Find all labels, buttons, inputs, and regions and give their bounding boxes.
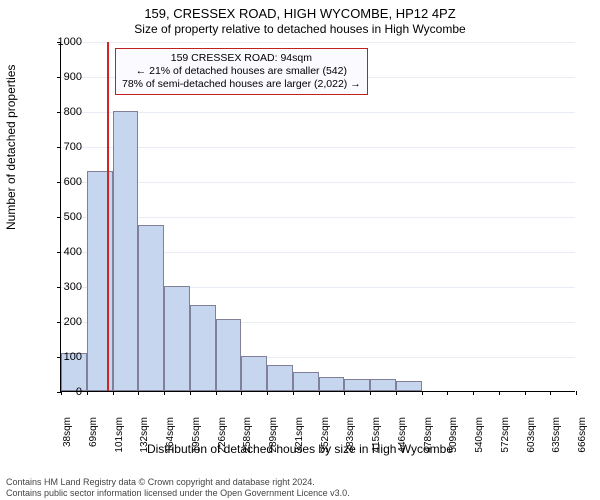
footer: Contains HM Land Registry data © Crown c… [0,477,600,498]
bar [319,377,345,391]
x-tick-label: 635sqm [551,417,562,457]
x-tick-mark [164,391,165,395]
x-tick-mark [319,391,320,395]
footer-line1: Contains HM Land Registry data © Crown c… [6,477,594,487]
x-tick-label: 226sqm [217,417,228,457]
x-tick-mark [550,391,551,395]
marker-line [107,42,109,391]
x-tick-mark [87,391,88,395]
x-tick-mark [422,391,423,395]
x-tick-label: 478sqm [423,417,434,457]
bar [216,319,242,391]
x-tick-label: 352sqm [320,417,331,457]
y-axis-label: Number of detached properties [4,65,18,230]
annotation-line2: ← 21% of detached houses are smaller (54… [122,65,361,78]
x-tick-mark [447,391,448,395]
x-tick-mark [370,391,371,395]
y-tick-label: 700 [47,141,82,153]
bar [293,372,319,391]
y-tick-label: 200 [47,316,82,328]
x-tick-label: 289sqm [268,417,279,457]
bar [267,365,293,391]
chart-title: 159, CRESSEX ROAD, HIGH WYCOMBE, HP12 4P… [0,6,600,21]
bar [190,305,216,391]
x-tick-label: 164sqm [165,417,176,457]
x-tick-mark [190,391,191,395]
x-tick-label: 415sqm [371,417,382,457]
bar [113,111,139,391]
footer-line2: Contains public sector information licen… [6,488,594,498]
annotation-line3: 78% of semi-detached houses are larger (… [122,78,361,91]
bar [164,286,190,391]
x-tick-label: 540sqm [474,417,485,457]
x-tick-mark [473,391,474,395]
bar [138,225,164,391]
annotation-box: 159 CRESSEX ROAD: 94sqm ← 21% of detache… [115,48,368,95]
x-tick-mark [241,391,242,395]
annotation-line1: 159 CRESSEX ROAD: 94sqm [122,52,361,65]
bar [396,381,422,392]
bar [370,379,396,391]
x-tick-label: 572sqm [500,417,511,457]
x-tick-label: 666sqm [577,417,588,457]
x-tick-mark [344,391,345,395]
x-tick-mark [138,391,139,395]
x-tick-label: 446sqm [397,417,408,457]
y-tick-label: 400 [47,246,82,258]
figure: 159, CRESSEX ROAD, HIGH WYCOMBE, HP12 4P… [0,0,600,500]
y-tick-label: 800 [47,106,82,118]
y-tick-label: 600 [47,176,82,188]
x-tick-label: 509sqm [448,417,459,457]
x-tick-mark [576,391,577,395]
x-tick-label: 383sqm [345,417,356,457]
y-tick-label: 300 [47,281,82,293]
x-tick-mark [525,391,526,395]
x-tick-label: 195sqm [191,417,202,457]
chart-subtitle: Size of property relative to detached ho… [0,22,600,36]
x-tick-label: 603sqm [526,417,537,457]
x-tick-mark [499,391,500,395]
gridline [61,42,575,43]
x-tick-mark [396,391,397,395]
x-tick-mark [293,391,294,395]
x-tick-label: 132sqm [139,417,150,457]
x-tick-mark [113,391,114,395]
y-tick-label: 1000 [47,36,82,48]
y-tick-label: 0 [47,386,82,398]
x-tick-label: 69sqm [88,417,99,457]
x-tick-mark [216,391,217,395]
bar [241,356,267,391]
x-tick-label: 258sqm [242,417,253,457]
x-tick-label: 321sqm [294,417,305,457]
bar [344,379,370,391]
y-tick-label: 100 [47,351,82,363]
y-tick-label: 900 [47,71,82,83]
x-tick-label: 38sqm [62,417,73,457]
x-tick-mark [267,391,268,395]
y-tick-label: 500 [47,211,82,223]
x-tick-label: 101sqm [114,417,125,457]
